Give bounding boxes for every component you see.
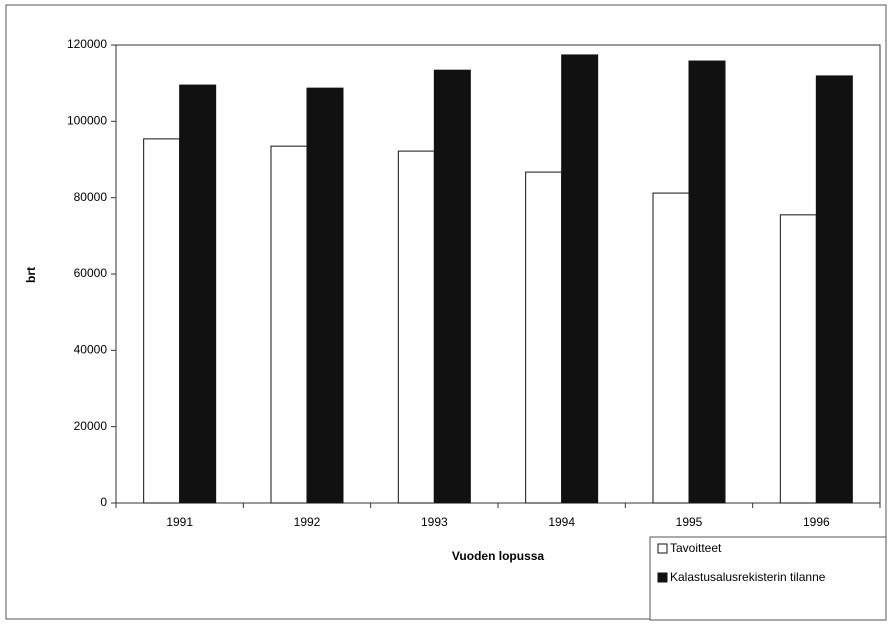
bar: [652, 192, 690, 504]
y-tick-label: 20000: [74, 419, 108, 433]
x-tick-label: 1995: [676, 515, 703, 529]
legend-label: Tavoitteet: [670, 541, 722, 555]
bar: [525, 171, 563, 504]
bar: [688, 60, 726, 504]
x-axis-title: Vuoden lopussa: [452, 549, 545, 563]
y-tick-label: 80000: [74, 190, 108, 204]
bar: [306, 87, 344, 504]
bar: [143, 138, 181, 504]
y-tick-label: 0: [100, 495, 107, 509]
x-tick-label: 1991: [166, 515, 193, 529]
y-tick-label: 100000: [67, 114, 107, 128]
x-tick-label: 1992: [294, 515, 321, 529]
bar: [815, 75, 853, 504]
bar: [779, 214, 817, 504]
legend-box: [649, 536, 887, 621]
bar: [179, 84, 217, 504]
bar: [270, 145, 308, 504]
y-axis-title: brt: [24, 267, 38, 283]
y-tick-label: 120000: [67, 37, 107, 51]
bar: [397, 150, 435, 504]
y-tick-label: 60000: [74, 266, 108, 280]
legend-swatch: [657, 572, 668, 583]
bar: [433, 69, 471, 504]
legend-label: Kalastusalusrekisterin tilanne: [670, 570, 826, 584]
legend-swatch: [657, 543, 668, 554]
x-tick-label: 1993: [421, 515, 448, 529]
y-tick-label: 40000: [74, 343, 108, 357]
x-tick-label: 1996: [803, 515, 830, 529]
bar: [561, 54, 599, 504]
x-tick-label: 1994: [548, 515, 575, 529]
